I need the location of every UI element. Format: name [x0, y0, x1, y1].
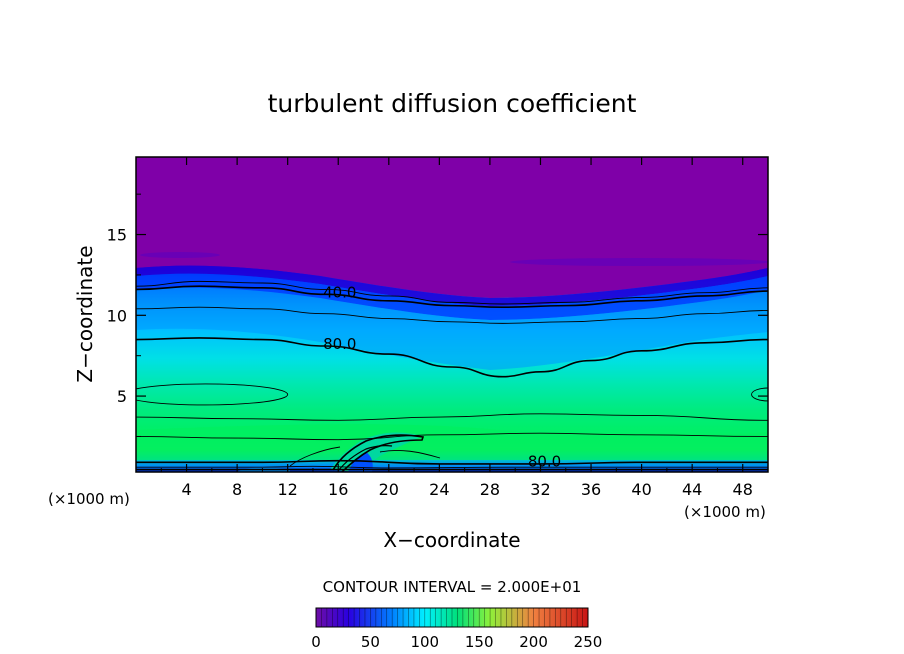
x-tick-label: 8 — [232, 480, 242, 499]
x-tick-label: 36 — [581, 480, 601, 499]
x-tick-label: 32 — [530, 480, 550, 499]
contour-line-40 — [136, 285, 768, 309]
x-tick-label: 4 — [181, 480, 191, 499]
colorbar-tick-label: 100 — [410, 633, 439, 651]
x-unit-label-left: (×1000 m) — [48, 490, 130, 508]
contour-line-80 — [136, 337, 768, 378]
x-tick-label: 24 — [429, 480, 449, 499]
colorbar-tick-label: 150 — [465, 633, 494, 651]
disturbance-contour-2 — [337, 445, 393, 472]
upper-streak-left — [140, 252, 220, 258]
x-axis: 4 8 12 16 20 24 28 32 36 40 44 48 — [160, 157, 753, 499]
x-tick-label: 20 — [379, 480, 399, 499]
colorbar: 0 50 100 150 200 250 — [311, 607, 602, 651]
x-tick-label: 16 — [328, 480, 348, 499]
x-tick-label: 12 — [278, 480, 298, 499]
contour-interval-text: CONTOUR INTERVAL = 2.000E+01 — [323, 578, 582, 596]
lower-green-core — [136, 424, 768, 460]
colorbar-tick-label: 200 — [519, 633, 548, 651]
contour-labels: 40.0 80.0 80.0 — [323, 284, 561, 471]
colorbar-tick-label: 0 — [311, 633, 321, 651]
y-axis: 5 10 15 — [107, 193, 768, 437]
x-unit-label-right: (×1000 m) — [684, 503, 766, 521]
blue-band — [136, 273, 768, 320]
plot-area: 40.0 80.0 80.0 — [136, 157, 768, 472]
x-tick-label: 40 — [631, 480, 651, 499]
upper-streak-right — [510, 258, 768, 266]
y-tick-label: 15 — [107, 226, 127, 245]
contour-line-120 — [136, 432, 768, 441]
contour-line-60 — [136, 465, 768, 469]
x-tick-label: 48 — [733, 480, 753, 499]
contour-line-80 — [136, 459, 768, 465]
contour-label: 80.0 — [323, 335, 356, 353]
colorbar-stripes — [321, 608, 583, 627]
x-tick-label: 44 — [682, 480, 702, 499]
cyan-blue-band — [136, 287, 768, 370]
closed-contour-100 — [136, 383, 289, 406]
contour-line-120 — [136, 413, 768, 421]
y-axis-label: Z−coordinate — [73, 245, 97, 382]
x-tick-label: 28 — [480, 480, 500, 499]
x-axis-label: X−coordinate — [383, 528, 520, 552]
colorbar-ticks: 0 50 100 150 200 250 — [311, 633, 602, 651]
y-tick-label: 10 — [107, 306, 127, 325]
contour-line-20 — [136, 280, 768, 305]
disturbance-contour-1 — [332, 434, 425, 472]
colorbar-tick-label: 250 — [574, 633, 603, 651]
contour-line-60 — [136, 306, 768, 324]
colorbar-tick-label: 50 — [361, 633, 380, 651]
contour-label: 80.0 — [528, 452, 561, 470]
disturbance-contour-3 — [289, 446, 441, 467]
y-tick-label: 5 — [117, 387, 127, 406]
contour-label: 40.0 — [323, 284, 356, 302]
plot-frame — [135, 156, 769, 473]
transition-band — [136, 265, 768, 306]
chart-title: turbulent diffusion coefficient — [268, 89, 637, 118]
